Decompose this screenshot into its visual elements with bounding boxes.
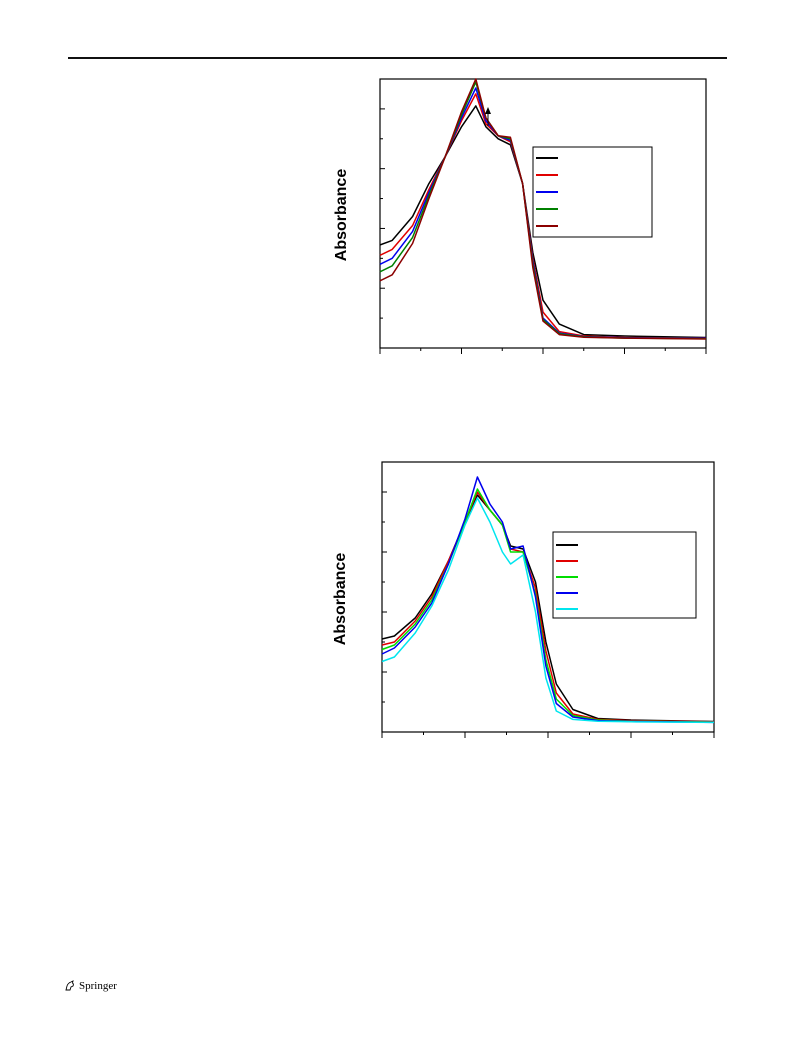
legend-box — [552, 531, 697, 619]
series-line-4 — [381, 476, 715, 724]
series-line-3 — [381, 488, 715, 723]
springer-horse-icon — [65, 980, 74, 991]
annotation-arrow-head — [485, 107, 491, 114]
series-line-5 — [379, 78, 707, 340]
footer: Springer — [64, 980, 117, 992]
series-line-5 — [381, 497, 715, 724]
publisher-name: Springer — [79, 980, 117, 992]
series-line-1 — [379, 105, 707, 339]
header-rule — [68, 57, 727, 59]
